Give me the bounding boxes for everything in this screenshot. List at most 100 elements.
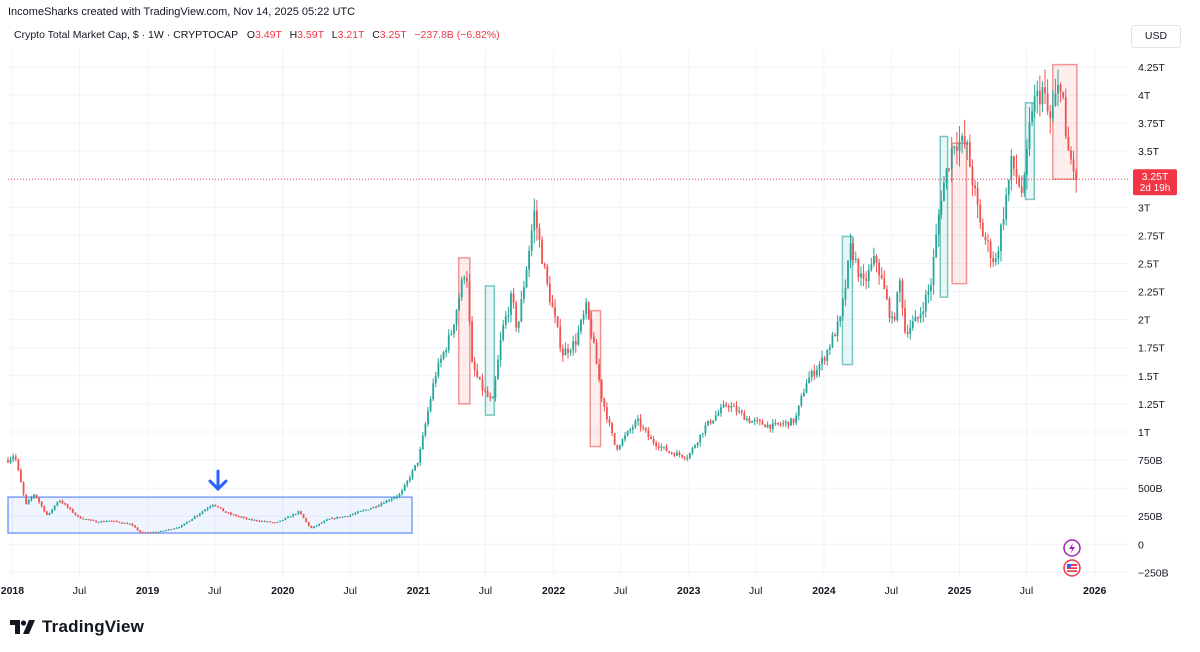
candle-body [865,278,868,282]
candle-body [121,522,123,524]
candle-body [380,503,383,506]
candle-body [17,459,20,471]
candle-body [1067,136,1070,151]
candle-body [281,519,284,521]
candle-body [725,404,728,406]
candle-body [440,358,442,363]
candle-body [847,260,849,288]
candle-body [160,530,162,532]
high-label: H [289,29,298,41]
candle-body [893,316,896,320]
candle-body [284,517,287,520]
candle-body [841,299,844,317]
candle-body [243,517,245,519]
candle-body [375,506,378,508]
candle-body [1025,148,1028,175]
candle-body [1036,90,1039,96]
candle-body [670,452,673,454]
candle-body [341,516,344,518]
candle-body [185,522,188,524]
candle-body [427,411,429,425]
candle-body [756,420,759,422]
candle-body [932,257,935,286]
tradingview-logo-icon [10,620,35,634]
candle-body [419,449,422,463]
candle-body [64,503,66,505]
candle-body [20,470,22,483]
candle-body [377,505,380,507]
candle-body [421,435,424,450]
candle-body [455,309,458,325]
currency-button[interactable]: USD [1131,25,1181,48]
candle-body [90,519,92,521]
candle-body [255,519,258,521]
candle-body [1072,159,1075,172]
y-tick-label: 2.5T [1138,258,1160,270]
y-tick-label: 4T [1138,90,1151,102]
candle-body [170,529,173,531]
candle-body [56,502,59,506]
candle-body [600,379,603,399]
candle-body [333,518,336,520]
candle-body [388,500,391,502]
x-tick-label: Jul [479,585,492,597]
candle-body [862,273,865,279]
open-value: 3.49T [254,29,282,41]
candle-body [362,510,365,512]
candle-body [1013,156,1015,169]
candle-body [883,278,886,290]
candle-body [149,532,152,534]
candle-body [678,452,681,455]
y-tick-label: 1T [1138,427,1151,439]
candle-body [1007,179,1010,196]
candle-body [271,522,274,524]
candle-body [292,514,295,517]
x-tick-label: 2019 [136,585,160,597]
candle-body [541,239,543,264]
candle-body [683,457,686,459]
candle-body [411,470,414,478]
candle-body [372,506,375,509]
candle-body [644,427,647,431]
candle-body [224,511,227,513]
candle-body [821,357,823,365]
candle-body [618,445,621,450]
candle-body [810,370,813,378]
candle-body [401,490,403,494]
candle-body [1041,87,1044,105]
candle-body [1010,156,1013,180]
candle-body [154,532,157,534]
candle-body [344,516,346,518]
candle-body [38,497,41,503]
candle-body [743,412,746,420]
candle-body [1059,84,1062,92]
candle-body [637,418,639,421]
candle-body [289,516,292,518]
annotation-overlay [208,469,228,491]
candle-body [1044,87,1046,94]
candle-body [917,316,919,319]
candle-body [803,392,805,397]
candle-body [945,168,948,183]
x-tick-label: Jul [614,585,627,597]
candle-body [25,494,28,504]
candle-body [307,521,310,527]
x-axis: 2018 Jul 2019 Jul 2020 Jul 2021 Jul 2022 Jul 2023 J… [1,585,1107,597]
candle-body [748,418,751,423]
candle-body [1075,171,1078,180]
y-axis: 4.25T 4T 3.75T 3.5T 3T 2.75T 2.5T 2.25T 2T 1.75T 1… [1138,62,1169,580]
tradingview-logo[interactable]: TradingView [10,617,144,637]
candle-body [924,294,927,312]
candle-body [974,185,976,189]
candle-body [860,273,862,278]
candle-body [126,522,129,525]
candle-body [782,423,785,425]
symbol-title: Crypto Total Market Cap, $ · 1W · CRYPTO… [14,29,238,41]
candle-body [561,348,564,356]
candle-body [906,331,909,334]
x-tick-label: 2023 [677,585,701,597]
candle-body [478,376,481,380]
credit-text: IncomeSharks created with TradingView.co… [8,6,356,18]
candle-body [313,526,315,529]
